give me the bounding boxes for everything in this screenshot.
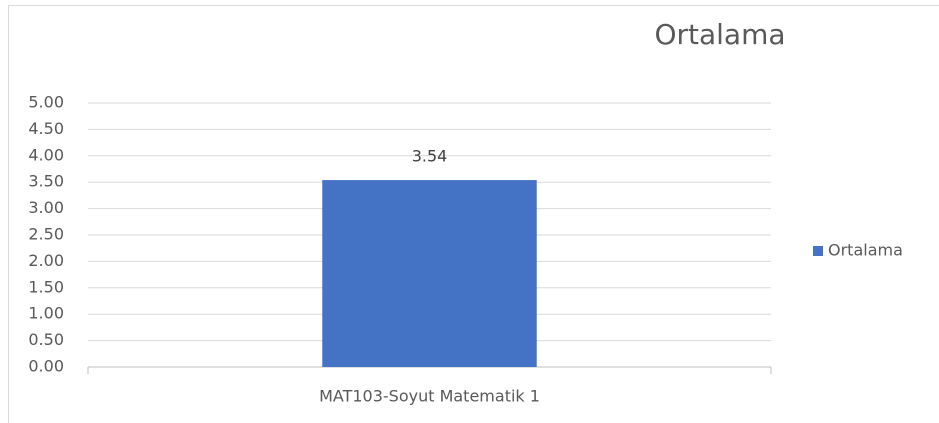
y-tick-label: 5.00 (28, 93, 64, 112)
chart-border (8, 5, 939, 423)
x-tick-label: MAT103-Soyut Matematik 1 (319, 387, 540, 406)
y-tick-label: 4.00 (28, 145, 64, 164)
y-tick-label: 3.00 (28, 198, 64, 217)
y-tick-label: 0.00 (28, 357, 64, 376)
y-tick-label: 3.50 (28, 172, 64, 191)
chart-title: Ortalama (654, 18, 785, 51)
y-tick-label: 2.50 (28, 225, 64, 244)
y-tick-label: 1.50 (28, 277, 64, 296)
y-tick-label: 0.50 (28, 330, 64, 349)
bar (322, 180, 537, 367)
data-label: 3.54 (412, 147, 448, 166)
legend-swatch (813, 246, 823, 256)
y-tick-label: 1.00 (28, 304, 64, 323)
y-tick-label: 2.00 (28, 251, 64, 270)
legend-label: Ortalama (828, 241, 903, 260)
y-tick-label: 4.50 (28, 119, 64, 138)
